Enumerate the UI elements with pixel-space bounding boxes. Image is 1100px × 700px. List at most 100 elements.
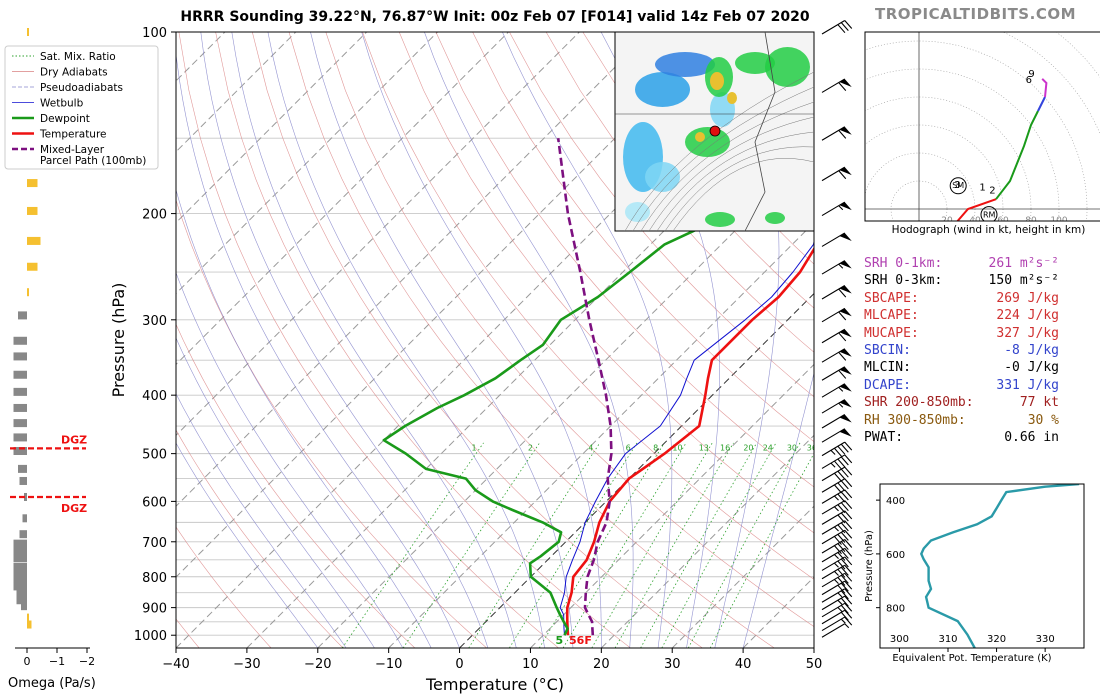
map-precip-area bbox=[727, 92, 737, 104]
theta-e-x-tick-label: 300 bbox=[890, 634, 909, 645]
omega-bar bbox=[27, 179, 38, 188]
hodograph-tick-label: 100 bbox=[1050, 216, 1067, 226]
dry-adiabat bbox=[215, 32, 631, 648]
omega-bar bbox=[13, 419, 27, 428]
map-precip-area bbox=[710, 72, 724, 90]
isotherm bbox=[246, 80, 814, 648]
mix-ratio-line bbox=[538, 442, 665, 648]
hodograph-frame bbox=[864, 31, 1100, 222]
wind-barb bbox=[821, 166, 852, 182]
y-tick-label: 100 bbox=[142, 26, 167, 41]
parameter-value: 77 kt bbox=[1019, 395, 1059, 411]
omega-bar bbox=[18, 464, 27, 473]
omega-bar bbox=[13, 352, 27, 361]
mix-ratio-label: 36 bbox=[807, 444, 817, 453]
parameter-label: SRH 0-1km: bbox=[864, 256, 943, 271]
legend-label: Sat. Mix. Ratio bbox=[40, 51, 116, 63]
legend-label: Dry Adiabats bbox=[40, 67, 108, 79]
isotherm bbox=[317, 151, 814, 648]
pseudoadiabat bbox=[176, 51, 460, 648]
dry-adiabat bbox=[362, 32, 814, 580]
parameter-row: RH 300-850mb: 30 % bbox=[864, 413, 1059, 430]
omega-tick-label: −1 bbox=[49, 655, 65, 668]
wind-barb bbox=[821, 399, 852, 414]
legend-label: Mixed-Layer bbox=[40, 144, 105, 156]
dry-adiabat bbox=[509, 32, 814, 398]
theta-e-line bbox=[919, 484, 1080, 648]
parameter-value: 261 m²s⁻² bbox=[988, 256, 1059, 271]
parameter-label: MUCAPE: bbox=[864, 325, 919, 341]
series-wetbulb bbox=[559, 239, 814, 636]
omega-bar bbox=[13, 582, 27, 591]
parameter-row: SBCAPE: 269 J/kg bbox=[864, 291, 1059, 308]
wind-barb bbox=[821, 547, 853, 563]
parameter-label: SRH 0-3km: bbox=[864, 273, 943, 289]
pseudoadiabat bbox=[742, 371, 814, 648]
theta-e-y-tick-label: 800 bbox=[886, 604, 905, 615]
mix-ratio-label: 1 bbox=[471, 444, 476, 453]
omega-bar bbox=[13, 576, 27, 585]
wind-barb bbox=[821, 441, 853, 457]
omega-tick-label: 0 bbox=[24, 655, 31, 668]
wind-barb bbox=[821, 572, 853, 588]
mix-ratio-line bbox=[687, 442, 801, 648]
x-tick-label: −30 bbox=[233, 657, 260, 672]
parameter-row: MUCAPE: 327 J/kg bbox=[864, 326, 1059, 343]
surface-dewpoint-label: 5 bbox=[555, 634, 563, 647]
omega-axis-label: Omega (Pa/s) bbox=[8, 676, 96, 691]
hodograph-background bbox=[865, 32, 1100, 221]
omega-bar bbox=[21, 602, 27, 611]
x-axis-label: Temperature (°C) bbox=[425, 675, 564, 694]
dgz-label-bottom: DGZ bbox=[61, 502, 87, 515]
map-precip-area bbox=[735, 52, 775, 74]
map-contour bbox=[632, 86, 815, 232]
map-contour bbox=[624, 71, 815, 232]
omega-bar bbox=[13, 546, 27, 555]
omega-bar bbox=[13, 336, 27, 345]
isotherm bbox=[176, 32, 509, 366]
parameter-label: SHR 200-850mb: bbox=[864, 395, 974, 411]
wind-barb bbox=[821, 260, 852, 275]
hodograph-tick-label: 80 bbox=[1025, 216, 1037, 226]
mix-ratio-line bbox=[614, 442, 734, 648]
pseudoadiabat bbox=[231, 32, 517, 648]
wind-barb bbox=[821, 623, 850, 638]
hodograph-height-label: 6 bbox=[1026, 75, 1032, 86]
y-tick-label: 200 bbox=[142, 208, 167, 223]
right-mover-marker bbox=[980, 206, 998, 221]
wind-barb bbox=[821, 538, 853, 555]
parameter-row: SHR 200-850mb: 77 kt bbox=[864, 395, 1059, 412]
parameter-value: 0.66 in bbox=[1004, 429, 1059, 445]
mix-ratio-line bbox=[509, 442, 638, 648]
omega-bar bbox=[13, 539, 27, 548]
series-temperature bbox=[565, 246, 814, 636]
y-tick-label: 900 bbox=[142, 602, 167, 617]
wind-barb bbox=[821, 588, 853, 603]
pseudoadiabat bbox=[176, 271, 404, 648]
dgz-label-top: DGZ bbox=[61, 433, 87, 446]
hodograph-caption: Hodograph (wind in kt, height in km) bbox=[892, 224, 1086, 236]
wind-barb bbox=[821, 489, 853, 504]
wind-barb bbox=[821, 466, 853, 482]
wind-barb bbox=[821, 20, 853, 35]
wind-barb bbox=[821, 510, 853, 525]
legend-label: Pseudoadiabats bbox=[40, 82, 123, 94]
omega-bar bbox=[27, 288, 29, 297]
parameter-value: -8 J/kg bbox=[1004, 342, 1059, 358]
hodograph-tick-label: 20 bbox=[941, 216, 953, 226]
map-precip-area bbox=[625, 202, 650, 222]
parameter-row: SBCIN: -8 J/kg bbox=[864, 343, 1059, 360]
omega-bar bbox=[18, 311, 27, 320]
omega-bar bbox=[27, 620, 32, 629]
series-mixed-layer bbox=[556, 138, 613, 636]
wind-barb bbox=[821, 602, 853, 618]
map-precip-area bbox=[635, 72, 690, 107]
omega-bar bbox=[19, 476, 27, 485]
map-precip-area bbox=[645, 162, 680, 192]
wind-barb bbox=[821, 529, 853, 545]
parameter-value: 224 J/kg bbox=[996, 308, 1059, 324]
omega-bar bbox=[27, 28, 29, 36]
omega-bar bbox=[27, 262, 38, 271]
dry-adiabat bbox=[545, 32, 814, 353]
plot-frame bbox=[175, 31, 815, 649]
